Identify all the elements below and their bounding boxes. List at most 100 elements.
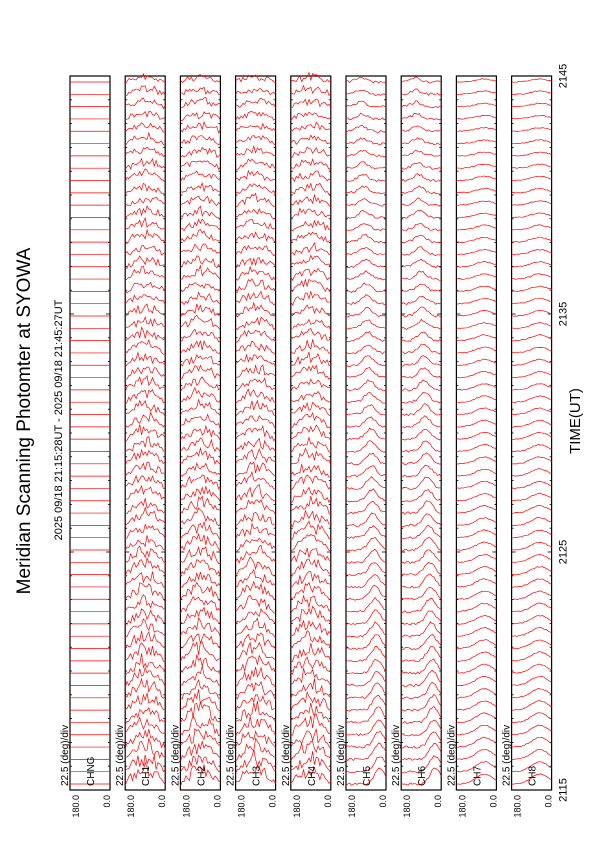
scan-trace: [180, 111, 221, 121]
scan-trace: [235, 580, 276, 602]
scan-trace: [180, 146, 221, 159]
scan-trace: [401, 633, 442, 651]
scan-trace: [180, 462, 221, 477]
scan-trace: [345, 331, 387, 343]
scan-trace: [345, 76, 387, 84]
scan-trace: [400, 610, 442, 626]
scan-trace: [456, 663, 497, 674]
scan-trace: [290, 351, 331, 367]
scan-trace: [180, 314, 221, 331]
scan-trace: [511, 480, 552, 489]
scan-trace: [400, 681, 442, 700]
scan-trace: [511, 102, 552, 108]
scan-trace: [235, 316, 276, 331]
scan-trace: [125, 366, 166, 380]
scan-trace: [290, 486, 332, 504]
scan-trace: [456, 322, 497, 330]
scan-trace: [290, 290, 331, 306]
scan-trace: [124, 265, 166, 281]
scan-trace: [180, 135, 221, 146]
channel-label: CH1: [141, 766, 152, 786]
scan-trace: [125, 523, 166, 539]
scan-trace: [511, 566, 552, 576]
scan-trace: [345, 404, 387, 416]
scan-trace: [125, 110, 166, 121]
scan-trace: [290, 642, 332, 663]
scan-trace: [180, 243, 221, 254]
scan-trace: [235, 388, 276, 404]
scan-trace: [124, 582, 166, 602]
scan-trace: [290, 158, 332, 171]
scan-trace: [511, 663, 552, 674]
scan-trace: [290, 412, 332, 430]
scan-trace: [456, 224, 497, 231]
scan-trace: [401, 524, 442, 540]
scan-trace: [290, 571, 331, 588]
x-axis-label: TIME(UT): [567, 388, 584, 454]
scan-trace: [235, 556, 276, 577]
x-tick-label: 2145: [558, 64, 570, 88]
scan-trace: [456, 114, 497, 120]
scan-trace: [125, 315, 166, 329]
scan-trace: [456, 590, 497, 600]
scan-trace: [290, 619, 332, 637]
scan-trace: [180, 689, 221, 712]
x-tick-label: 2125: [558, 540, 570, 564]
scan-trace: [180, 764, 221, 787]
scan-trace: [235, 437, 276, 453]
scan-trace: [401, 258, 442, 269]
scan-trace: [180, 678, 221, 700]
scan-trace: [180, 507, 221, 527]
scan-trace: [456, 553, 497, 564]
scan-trace: [124, 571, 166, 588]
scan-trace: [401, 209, 442, 219]
scan-trace: [511, 626, 552, 637]
scan-trace: [180, 255, 221, 269]
scan-trace: [456, 163, 497, 169]
scan-trace: [124, 754, 166, 773]
scan-trace: [345, 344, 387, 355]
panel-frame: [400, 75, 442, 791]
scan-trace: [124, 666, 166, 688]
scan-trace: [290, 254, 332, 269]
scan-trace: [290, 436, 331, 453]
scale-label: 22.5 (deg)/div: [446, 725, 457, 786]
scan-trace: [290, 520, 331, 541]
scan-trace: [401, 621, 442, 638]
scan-trace: [235, 244, 276, 257]
scan-trace: [456, 200, 497, 206]
scan-trace: [511, 700, 552, 711]
scale-label: 22.5 (deg)/div: [336, 725, 347, 786]
panel-ch7: 180.0 0.0 CH7 22.5 (deg)/div: [446, 75, 498, 818]
channel-label: CH5: [362, 766, 373, 786]
scan-trace: [345, 548, 387, 564]
scan-trace: [511, 273, 552, 280]
scan-trace: [180, 424, 221, 441]
y-bottom-label: 0.0: [544, 795, 554, 808]
scan-trace: [124, 448, 166, 466]
scan-trace: [511, 468, 552, 477]
scan-trace: [124, 706, 166, 725]
scan-trace: [290, 581, 332, 601]
scan-trace: [180, 665, 221, 686]
scan-trace: [511, 542, 552, 551]
scan-trace: [401, 658, 442, 675]
scan-trace: [511, 115, 552, 120]
scan-trace: [401, 440, 442, 453]
scan-trace: [401, 76, 442, 84]
scan-trace: [290, 741, 331, 762]
scan-trace: [180, 353, 221, 367]
scan-trace: [290, 111, 332, 121]
scan-trace: [456, 480, 497, 489]
scan-trace: [235, 88, 276, 96]
scan-trace: [125, 85, 166, 96]
scan-trace: [401, 403, 442, 417]
scan-trace: [290, 170, 332, 183]
scan-trace: [180, 546, 221, 565]
scale-label: 22.5 (deg)/div: [502, 725, 513, 786]
scan-trace: [180, 606, 221, 625]
scan-trace: [456, 517, 497, 526]
scan-trace: [345, 137, 387, 146]
scan-trace: [124, 157, 166, 170]
scan-trace: [124, 388, 166, 405]
